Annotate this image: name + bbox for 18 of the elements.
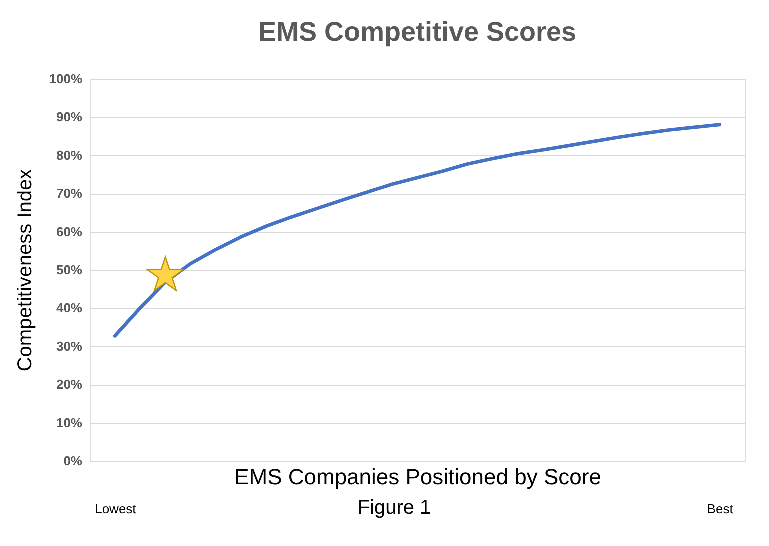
y-tick-label: 60% — [56, 224, 83, 240]
y-tick-label: 30% — [56, 338, 83, 354]
y-tick-label: 40% — [56, 300, 83, 316]
chart-title: EMS Competitive Scores — [258, 17, 577, 47]
line-series — [113, 123, 722, 338]
y-tick-label: 90% — [56, 110, 83, 125]
y-tick-label: 80% — [56, 148, 83, 163]
y-tick-label: 50% — [56, 262, 83, 278]
y-axis-title: Competitiveness Index — [14, 169, 36, 372]
y-tick-label: 100% — [49, 72, 83, 86]
caption: Figure 1 — [358, 497, 432, 519]
y-tick-label: 70% — [56, 186, 83, 202]
y-tick-label: 20% — [56, 377, 83, 392]
y-tick-label: 10% — [56, 415, 83, 430]
x-tick-label: Best — [707, 502, 734, 516]
x-tick-label: Lowest — [95, 502, 137, 516]
y-tick-label: 0% — [64, 454, 83, 468]
x-axis-title: EMS Companies Positioned by Score — [234, 464, 602, 490]
